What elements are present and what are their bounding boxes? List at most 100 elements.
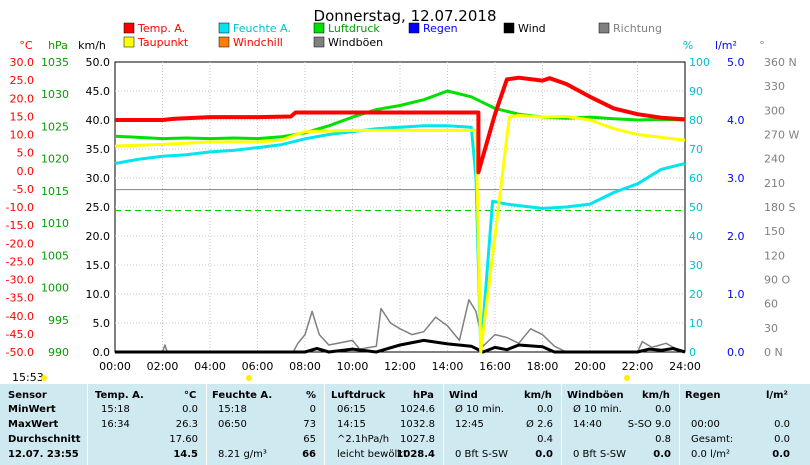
axis-unit-wind: km/h — [78, 39, 106, 52]
tick-label-x: 10:00 — [337, 360, 369, 373]
legend-swatch — [218, 36, 230, 48]
cell-value: 1024.6 — [400, 404, 435, 415]
tick-label-rain: 3.0 — [727, 172, 745, 185]
tick-label-pressure: 1035 — [41, 56, 69, 69]
tick-label-x: 02:00 — [147, 360, 179, 373]
tick-label-direction: 210 — [764, 177, 785, 190]
cell-value: 0.0 — [182, 404, 198, 415]
series-wind — [115, 338, 686, 354]
sun-icon — [41, 375, 47, 381]
tick-label-humidity: 60 — [689, 172, 703, 185]
cell-note: 06:50 — [218, 419, 247, 430]
tick-label-direction: 240 — [764, 153, 785, 166]
cell-value: 0.4 — [537, 434, 553, 445]
cell-note: 15:18 — [218, 404, 247, 415]
tick-label-temp: -5.0 — [13, 183, 34, 196]
tick-label-pressure: 1000 — [41, 282, 69, 295]
table-header-row: Sensor Temp. A. °C Feuchte A. % Luftdruc… — [0, 390, 810, 406]
tick-label-wind: 20.0 — [86, 230, 111, 243]
row-label: MinWert — [8, 404, 56, 415]
cell-value: 0.0 — [655, 404, 671, 415]
cell-value: 73 — [303, 419, 316, 430]
header-gusts-unit: km/h — [642, 390, 670, 401]
cell-value: 1027.8 — [400, 434, 435, 445]
cell-note: 0.0 l/m² — [691, 449, 730, 460]
tick-label-pressure: 1025 — [41, 120, 69, 133]
cell-value: 0 — [309, 404, 316, 415]
cell-note: 14:15 — [337, 419, 366, 430]
tick-label-temp: -30.0 — [6, 274, 34, 287]
tick-label-temp: -45.0 — [6, 328, 34, 341]
tick-label-temp: -25.0 — [6, 255, 34, 268]
series-temp-a — [115, 75, 686, 175]
legend-label: Regen — [423, 22, 458, 35]
legend-swatch — [123, 36, 135, 48]
tick-label-temp: 25.0 — [10, 74, 35, 87]
tick-label-rain: 0.0 — [727, 346, 745, 359]
cell-note: 0 Bft S-SW — [455, 449, 509, 460]
tick-label-direction: 90 O — [764, 274, 790, 287]
legend-swatch — [313, 36, 325, 48]
legend-label: Luftdruck — [328, 22, 380, 35]
cell-note: leicht bewölkt — [337, 449, 407, 460]
tick-label-x: 12:00 — [384, 360, 416, 373]
tick-label-pressure: 1005 — [41, 249, 69, 262]
tick-label-wind: 35.0 — [86, 143, 111, 156]
header-wind-unit: km/h — [524, 390, 552, 401]
legend-label: Richtung — [613, 22, 662, 35]
legend-swatch — [218, 22, 230, 34]
table-divider — [679, 384, 680, 465]
table-row: MinWert 15:18 0.0 15:18 0 06:15 1024.6 Ø 10 min… — [0, 404, 810, 420]
header-temp: Temp. A. — [95, 390, 144, 401]
tick-label-temp: -20.0 — [6, 237, 34, 250]
legend-label: Windböen — [328, 36, 383, 49]
tick-label-direction: 60 — [764, 298, 778, 311]
tick-label-wind: 45.0 — [86, 85, 111, 98]
header-wind: Wind — [449, 390, 478, 401]
axis-labels: °C hPa km/h% l/m² ° — [19, 39, 764, 52]
cell-value: 0.0 — [772, 449, 790, 460]
tick-label-direction: 300 — [764, 104, 785, 117]
tick-label-pressure: 990 — [48, 346, 69, 359]
cell-value: 0.0 — [774, 419, 790, 430]
tick-label-pressure: 1010 — [41, 217, 69, 230]
chart-legend: Temp. A. Feuchte A. Luftdruck Regen Wind Rich… — [123, 22, 662, 49]
legend-swatch — [313, 22, 325, 34]
table-divider — [443, 384, 444, 465]
tick-label-wind: 30.0 — [86, 172, 111, 185]
header-humidity-unit: % — [306, 390, 317, 401]
tick-label-wind: 50.0 — [86, 56, 111, 69]
row-label: 12.07. 23:55 — [8, 449, 79, 460]
header-temp-unit: °C — [184, 390, 197, 401]
statistics-table: Sensor Temp. A. °C Feuchte A. % Luftdruc… — [0, 384, 810, 465]
cell-value: 0.8 — [655, 434, 671, 445]
header-rain-unit: l/m² — [766, 390, 788, 401]
tick-label-x: 16:00 — [479, 360, 511, 373]
tick-label-direction: 120 — [764, 249, 785, 262]
legend-label: Windchill — [233, 36, 283, 49]
cell-note: 14:40 — [573, 419, 602, 430]
tick-label-x: 20:00 — [574, 360, 606, 373]
tick-label-temp: 0.0 — [17, 165, 35, 178]
cell-value: 1028.4 — [396, 449, 435, 460]
tick-label-humidity: 30 — [689, 259, 703, 272]
tick-label-pressure: 995 — [48, 314, 69, 327]
cell-value: S-SO 9.0 — [627, 419, 671, 430]
tick-label-temp: 10.0 — [10, 129, 35, 142]
tick-label-wind: 10.0 — [86, 288, 111, 301]
cell-value: 0.0 — [653, 449, 671, 460]
tick-label-x: 08:00 — [289, 360, 321, 373]
tick-label-direction: 0 N — [764, 346, 783, 359]
legend-swatch — [123, 22, 135, 34]
cell-value: Ø 2.6 — [526, 419, 553, 430]
cell-value: 0.0 — [774, 434, 790, 445]
legend-swatch — [598, 22, 610, 34]
cell-value: 26.3 — [175, 419, 198, 430]
tick-label-wind: 25.0 — [86, 201, 111, 214]
chart-title: Donnerstag, 12.07.2018 — [314, 7, 497, 25]
tick-label-humidity: 50 — [689, 201, 703, 214]
tick-label-wind: 5.0 — [93, 317, 111, 330]
tick-label-humidity: 80 — [689, 114, 703, 127]
table-row: MaxWert 16:34 26.3 06:50 73 14:15 1032.8 12:45 Ø… — [0, 419, 810, 435]
